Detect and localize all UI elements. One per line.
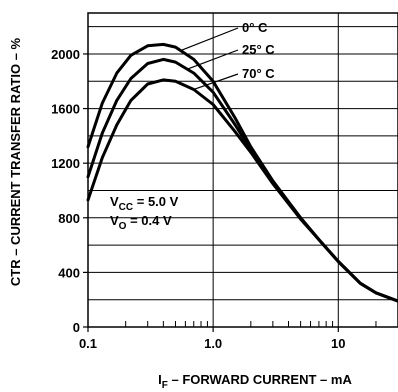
series-label: 0° C	[242, 20, 268, 35]
series-leader-line	[186, 49, 239, 70]
curves	[86, 42, 398, 303]
series-leader-line	[193, 73, 239, 91]
plot-frame	[87, 12, 398, 328]
y-tick-label: 0	[73, 320, 80, 335]
y-tick-label: 400	[58, 265, 80, 280]
axis-ticks	[83, 53, 377, 332]
series-line	[86, 42, 398, 303]
y-tick-label: 1600	[51, 102, 80, 117]
x-tick-label: 1.0	[204, 336, 222, 351]
condition-label: VCC = 5.0 V	[110, 194, 179, 213]
y-tick-label: 2000	[51, 47, 80, 62]
grid	[88, 13, 398, 327]
test-conditions: VCC = 5.0 VVO = 0.4 V	[110, 194, 179, 232]
series-labels: 0° C 25° C 70° C	[180, 20, 275, 91]
series-label: 70° C	[242, 66, 275, 81]
y-tick-label: 1200	[51, 156, 80, 171]
x-axis-title: IF – FORWARD CURRENT – mA	[158, 372, 352, 391]
tick-labels: 0 400 800 1200 1600 2000 0.1 1.0 10	[51, 47, 345, 351]
x-tick-label: 10	[331, 336, 345, 351]
y-axis-title: CTR – CURRENT TRANSFER RATIO – %	[8, 37, 23, 286]
series-line	[86, 78, 398, 303]
x-tick-label: 0.1	[79, 336, 97, 351]
series-leader-line	[180, 27, 239, 52]
series-label: 25° C	[242, 42, 275, 57]
y-tick-label: 800	[58, 211, 80, 226]
condition-label: VO = 0.4 V	[110, 213, 172, 232]
